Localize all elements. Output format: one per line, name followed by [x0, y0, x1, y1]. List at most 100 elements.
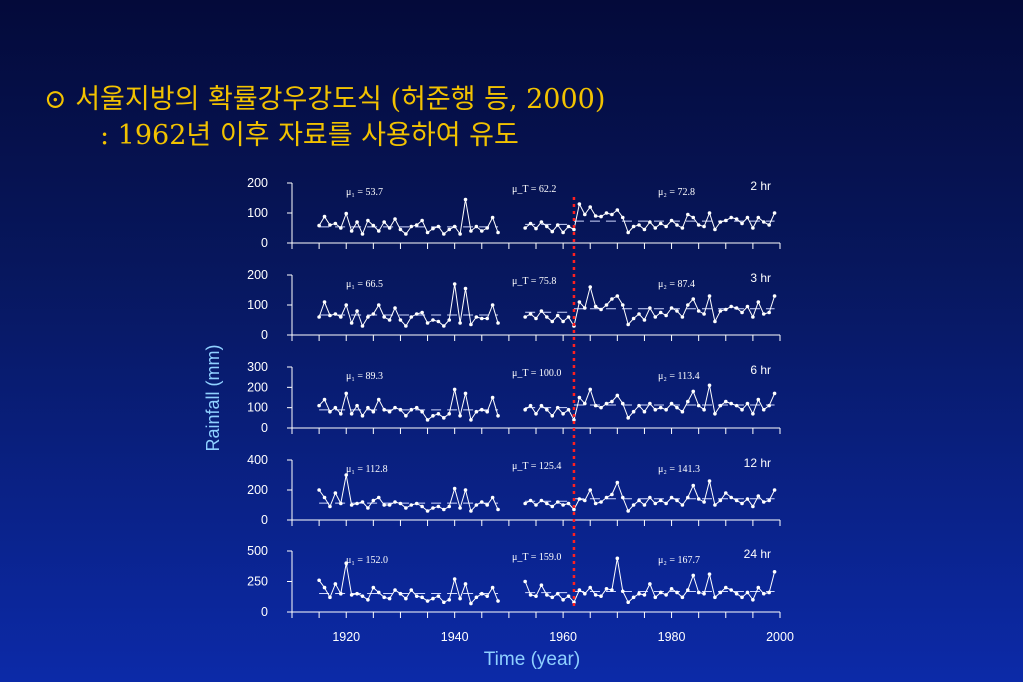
- data-point: [724, 308, 728, 312]
- data-point: [594, 502, 598, 506]
- data-point: [757, 494, 761, 498]
- data-point: [751, 598, 755, 602]
- data-point: [567, 315, 571, 319]
- data-point: [523, 502, 527, 506]
- y-tick-label: 200: [247, 483, 268, 497]
- data-point: [545, 408, 549, 412]
- data-point: [409, 503, 413, 507]
- data-point: [605, 496, 609, 500]
- mu2-label: μ₂ = 113.4: [658, 371, 700, 382]
- data-point: [540, 309, 544, 313]
- data-point: [670, 306, 674, 310]
- data-point: [729, 588, 733, 592]
- data-point: [653, 596, 657, 600]
- data-point: [523, 226, 527, 230]
- series-line: [525, 558, 774, 602]
- data-point: [415, 406, 419, 410]
- data-point: [447, 598, 451, 602]
- data-point: [626, 231, 630, 235]
- mu1-label: μ₁ = 89.3: [346, 371, 383, 382]
- data-point: [550, 320, 554, 324]
- data-point: [556, 223, 560, 227]
- data-point: [453, 487, 457, 491]
- data-point: [556, 592, 560, 596]
- data-point: [550, 414, 554, 418]
- data-point: [746, 305, 750, 309]
- data-point: [729, 305, 733, 309]
- data-point: [691, 390, 695, 394]
- data-point: [480, 500, 484, 504]
- data-point: [708, 211, 712, 215]
- data-point: [572, 508, 576, 512]
- data-point: [464, 198, 468, 202]
- series-line: [319, 200, 498, 235]
- data-point: [469, 602, 473, 606]
- data-point: [621, 496, 625, 500]
- data-point: [637, 312, 641, 316]
- data-point: [377, 398, 381, 402]
- data-point: [496, 508, 500, 512]
- data-point: [534, 503, 538, 507]
- data-point: [659, 499, 663, 503]
- data-point: [751, 412, 755, 416]
- data-point: [632, 410, 636, 414]
- data-point: [681, 596, 685, 600]
- data-point: [637, 223, 641, 227]
- data-point: [355, 404, 359, 408]
- data-point: [583, 306, 587, 310]
- data-point: [485, 226, 489, 230]
- mut-label: μ_T = 159.0: [512, 552, 561, 563]
- data-point: [475, 503, 479, 507]
- data-point: [350, 321, 354, 325]
- data-point: [431, 506, 435, 510]
- data-point: [382, 408, 386, 412]
- data-point: [355, 220, 359, 224]
- data-point: [366, 315, 370, 319]
- data-point: [496, 321, 500, 325]
- y-tick-label: 0: [261, 421, 268, 435]
- y-tick-label: 0: [261, 513, 268, 527]
- x-tick-label: 1980: [658, 630, 686, 644]
- x-tick-label: 1940: [441, 630, 469, 644]
- data-point: [447, 505, 451, 509]
- data-point: [610, 588, 614, 592]
- data-point: [485, 317, 489, 321]
- data-point: [317, 315, 321, 319]
- data-point: [540, 583, 544, 587]
- data-point: [328, 223, 332, 227]
- data-point: [550, 505, 554, 509]
- data-point: [404, 232, 408, 236]
- data-point: [339, 315, 343, 319]
- data-point: [664, 408, 668, 412]
- data-point: [588, 285, 592, 289]
- mut-label: μ_T = 75.8: [512, 276, 556, 287]
- data-point: [323, 215, 327, 219]
- data-point: [767, 311, 771, 315]
- data-point: [659, 591, 663, 595]
- data-point: [556, 500, 560, 504]
- data-point: [469, 323, 473, 327]
- data-point: [605, 303, 609, 307]
- data-point: [339, 226, 343, 230]
- data-point: [729, 402, 733, 406]
- data-point: [453, 577, 457, 581]
- data-point: [648, 306, 652, 310]
- data-point: [475, 315, 479, 319]
- data-point: [659, 222, 663, 226]
- data-point: [767, 499, 771, 503]
- data-point: [393, 588, 397, 592]
- data-point: [382, 220, 386, 224]
- data-point: [469, 418, 473, 422]
- data-point: [626, 323, 630, 327]
- data-point: [675, 591, 679, 595]
- data-point: [664, 502, 668, 506]
- data-point: [491, 496, 495, 500]
- data-point: [724, 219, 728, 223]
- data-point: [491, 396, 495, 400]
- data-point: [334, 312, 338, 316]
- data-point: [713, 503, 717, 507]
- data-point: [567, 408, 571, 412]
- data-point: [426, 418, 430, 422]
- data-point: [735, 217, 739, 221]
- data-point: [464, 392, 468, 396]
